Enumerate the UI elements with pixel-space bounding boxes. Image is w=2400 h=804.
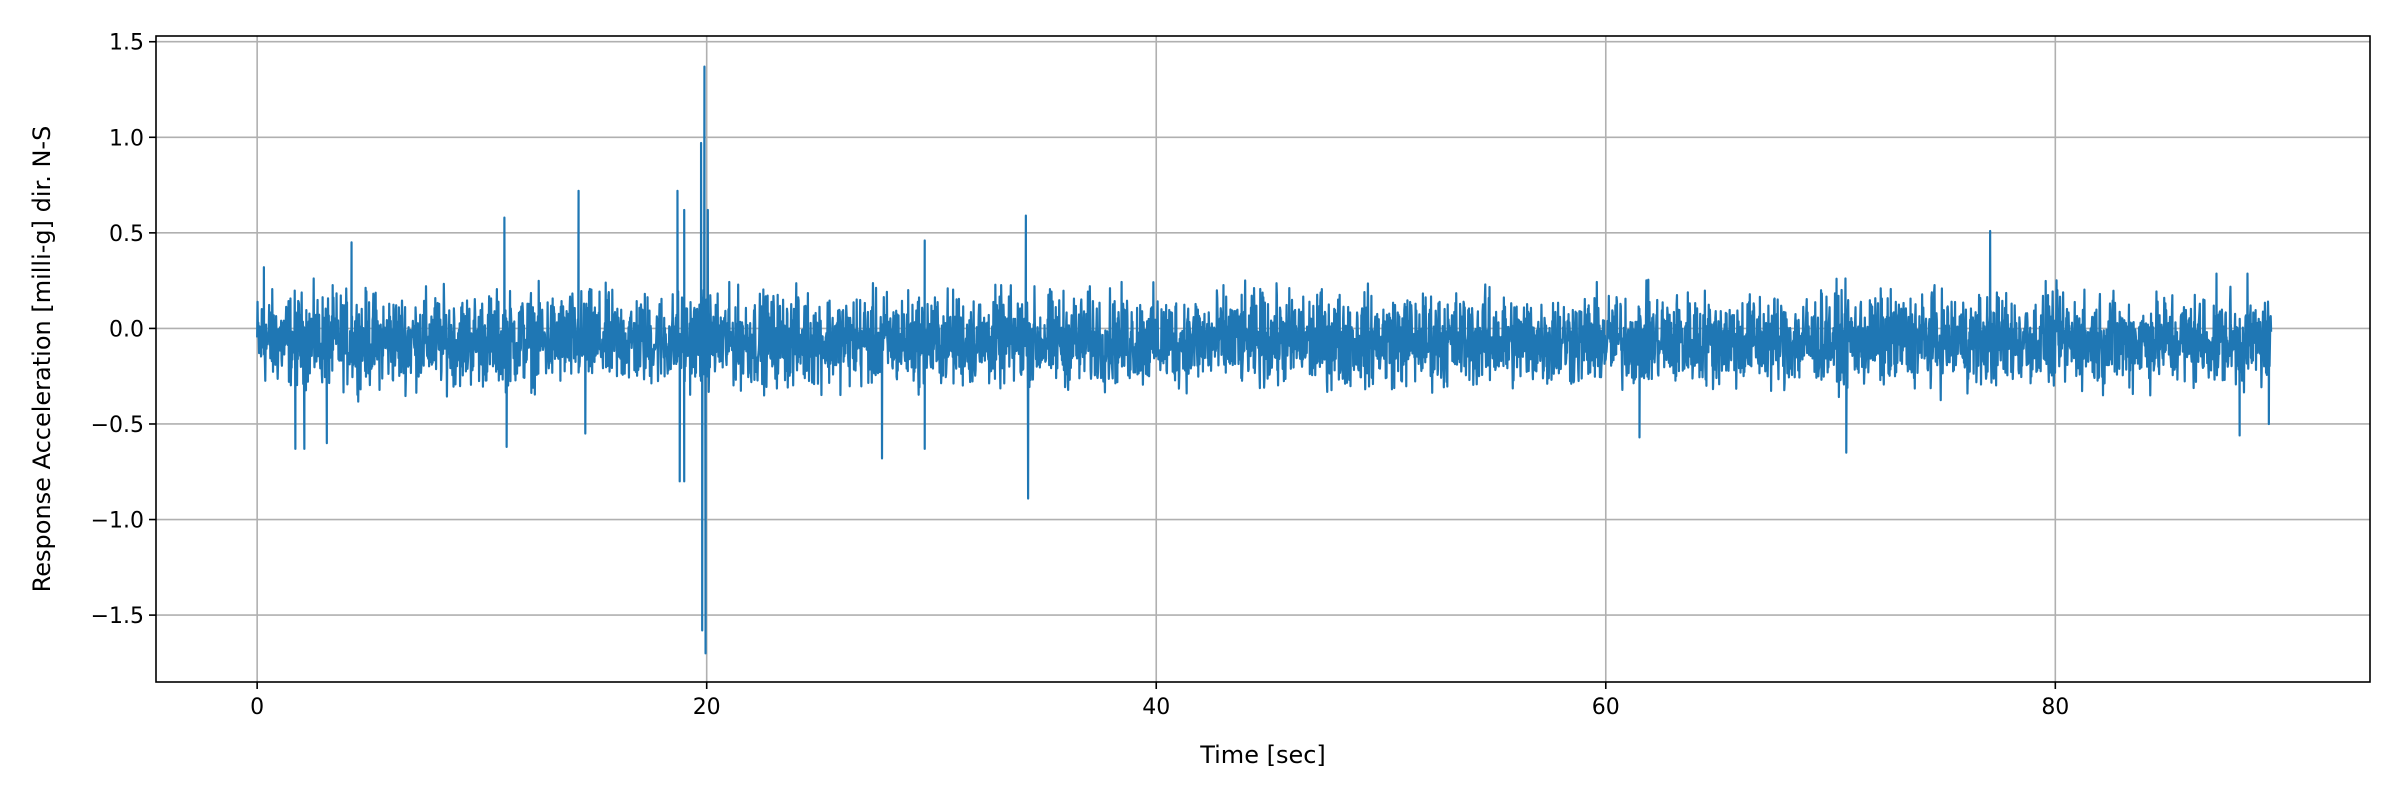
x-axis-ticks: 0 20 40 60 80 [250, 682, 2069, 720]
x-tick-label: 20 [693, 695, 721, 720]
series-line [257, 67, 2271, 654]
x-tick-label: 80 [2041, 695, 2069, 720]
y-tick-label: 1.0 [109, 126, 144, 151]
series-layer [257, 66, 2271, 653]
y-tick-label: 0.5 [109, 222, 144, 247]
y-tick-label: 1.5 [109, 31, 144, 56]
x-tick-label: 60 [1592, 695, 1620, 720]
y-tick-label: −1.0 [91, 509, 144, 534]
y-tick-label: −1.5 [91, 604, 144, 629]
y-axis-ticks: −1.5 −1.0 −0.5 0.0 0.5 1.0 1.5 [91, 31, 156, 629]
x-tick-label: 0 [250, 695, 264, 720]
x-axis-label: Time [sec] [1199, 741, 1326, 769]
y-tick-label: −0.5 [91, 413, 144, 438]
y-axis-label: Response Acceleration [milli-g] dir. N-S [28, 126, 56, 593]
x-tick-label: 40 [1142, 695, 1170, 720]
y-tick-label: 0.0 [109, 317, 144, 342]
